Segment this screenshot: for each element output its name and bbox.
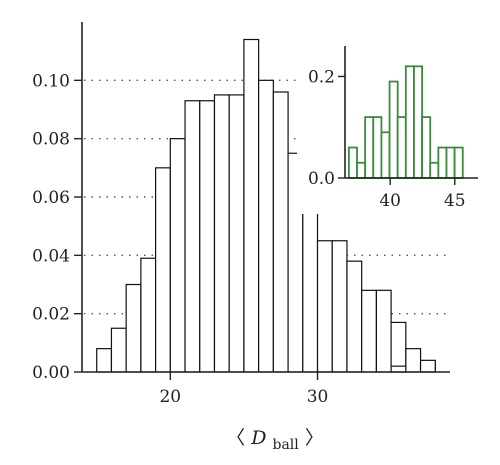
x-axis-label: 〈 D ball 〉 bbox=[226, 427, 324, 454]
inset-bar-6 bbox=[396, 116, 407, 179]
inset-x-tick-label-0: 40 bbox=[379, 191, 401, 211]
main-bar-2 bbox=[125, 283, 142, 373]
x-axis-label-subscript: ball bbox=[273, 437, 300, 453]
x-axis-label-close: 〉 bbox=[305, 427, 324, 449]
main-bar-17 bbox=[346, 260, 363, 373]
main-y-tick-label-2: 0.04 bbox=[32, 246, 70, 266]
main-bar-4 bbox=[155, 167, 171, 373]
main-x-tick-label-1: 30 bbox=[307, 387, 329, 407]
main-y-tick-label-3: 0.06 bbox=[32, 188, 70, 208]
main-bar-21 bbox=[405, 348, 422, 373]
inset-bars bbox=[347, 65, 464, 179]
inset-bar-12 bbox=[445, 146, 456, 179]
inset-bar-4 bbox=[380, 131, 391, 179]
main-y-tick-label-0: 0.00 bbox=[32, 363, 70, 383]
inset-bar-10 bbox=[429, 161, 440, 179]
inset-bar-1 bbox=[356, 161, 367, 179]
inset-bar-8 bbox=[413, 65, 423, 179]
inset-bar-3 bbox=[372, 116, 383, 179]
inset-bar-9 bbox=[421, 116, 432, 179]
main-bar-9 bbox=[228, 94, 245, 373]
inset-x-tick-label-1: 45 bbox=[444, 191, 466, 211]
main-axes: 0.00 0.02 0.04 0.06 0.08 0.10 20 30 bbox=[32, 22, 450, 407]
main-y-tick-label-1: 0.02 bbox=[32, 305, 70, 325]
inset-bar-2 bbox=[364, 116, 375, 179]
inset-axes: 0.0 0.2 40 45 bbox=[308, 46, 478, 211]
main-bar-15 bbox=[316, 240, 333, 373]
main-bars bbox=[96, 38, 436, 373]
main-bar-25 bbox=[419, 359, 436, 373]
main-bar-0 bbox=[96, 348, 113, 373]
main-bar-16 bbox=[331, 240, 348, 373]
x-axis-label-main: D bbox=[250, 427, 266, 449]
main-bar-20 bbox=[390, 321, 407, 373]
main-bar-10 bbox=[243, 38, 260, 373]
main-bar-3 bbox=[140, 257, 157, 373]
main-bar-18 bbox=[361, 289, 377, 373]
main-bar-7 bbox=[199, 100, 216, 373]
inset-bar-11 bbox=[437, 146, 448, 179]
main-bar-11 bbox=[258, 79, 274, 373]
main-y-tick-label-5: 0.10 bbox=[32, 71, 70, 91]
main-y-tick-label-4: 0.08 bbox=[32, 130, 70, 150]
inset-bar-7 bbox=[404, 65, 415, 179]
main-bar-1 bbox=[110, 327, 127, 373]
main-bar-6 bbox=[184, 100, 201, 373]
main-bar-5 bbox=[169, 138, 186, 373]
inset-y-tick-label-0: 0.0 bbox=[308, 169, 335, 189]
main-bar-12 bbox=[272, 91, 289, 373]
main-bar-19 bbox=[375, 289, 392, 373]
main-x-tick-label-0: 20 bbox=[159, 387, 181, 407]
inset-bar-13 bbox=[453, 146, 464, 179]
main-bar-24 bbox=[390, 365, 407, 373]
inset-y-tick-label-1: 0.2 bbox=[308, 67, 335, 87]
inset-bar-0 bbox=[347, 146, 358, 179]
inset-bar-5 bbox=[388, 80, 399, 179]
main-bar-8 bbox=[213, 94, 230, 373]
x-axis-label-open: 〈 bbox=[226, 427, 245, 449]
